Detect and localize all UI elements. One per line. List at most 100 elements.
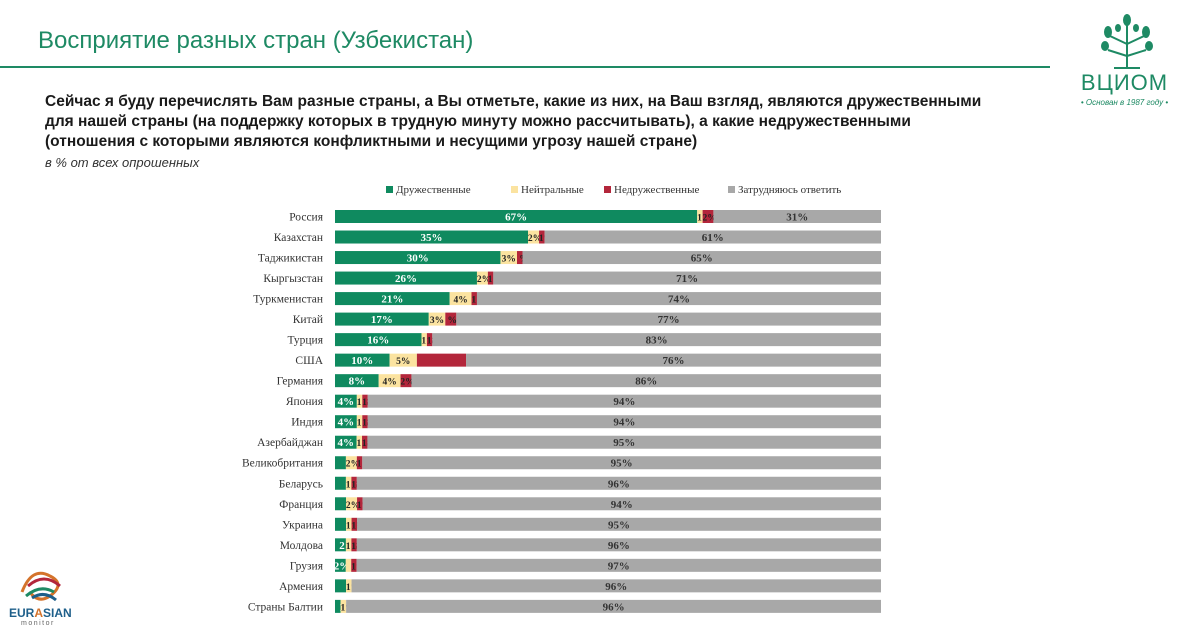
bar-segment-neutral	[356, 415, 363, 429]
bar-segment-friendly	[335, 292, 450, 306]
category-label: Россия	[289, 212, 324, 224]
bar-segment-neutral	[356, 435, 363, 449]
category-label: Турция	[287, 335, 323, 347]
bar-segment-neutral	[421, 333, 427, 347]
category-label: Китай	[293, 314, 323, 326]
category-label: Грузия	[290, 560, 324, 572]
data-label-friendly: 4%	[338, 396, 355, 408]
data-label-unfriendly: 2%	[702, 214, 716, 224]
bar-segment-friendly	[335, 374, 379, 388]
data-label-friendly: 35%	[421, 232, 443, 244]
data-label-unsure: 76%	[663, 355, 685, 367]
legend-label-neutral: Нейтральные	[521, 184, 584, 196]
bar-segment-friendly	[335, 271, 477, 285]
bar-segment-unsure	[346, 599, 882, 613]
bar-segment-unsure	[476, 292, 881, 306]
bar-segment-neutral	[345, 476, 352, 490]
legend-swatch-neutral	[511, 186, 518, 193]
bar-segment-neutral	[346, 497, 358, 511]
bar-segment-unfriendly	[362, 415, 368, 429]
legend-swatch-unfriendly	[604, 186, 611, 193]
bar-segment-unsure	[367, 415, 881, 429]
bar-segment-neutral	[697, 210, 703, 223]
data-label-neutral: 4%	[453, 296, 467, 306]
category-label: Туркменистан	[253, 294, 323, 306]
data-label-unsure: 71%	[676, 273, 698, 285]
data-label-neutral: 4%	[382, 378, 396, 388]
data-label-neutral: 2%	[528, 234, 542, 244]
bar-segment-unfriendly	[702, 210, 714, 223]
bar-segment-neutral	[378, 374, 401, 388]
data-label-friendly: 26%	[395, 273, 417, 285]
data-label-friendly: 8%	[349, 376, 366, 388]
bar-segment-unfriendly	[426, 333, 433, 347]
bar-segment-unsure	[713, 210, 881, 223]
data-label-unsure: 96%	[608, 478, 630, 490]
bar-segment-neutral	[345, 456, 357, 470]
bar-segment-unfriendly	[356, 456, 363, 470]
data-label-neutral: 2%	[477, 275, 491, 285]
data-label-unsure: 96%	[605, 581, 627, 593]
bar-segment-friendly	[335, 456, 346, 470]
bar-segment-friendly	[335, 353, 390, 367]
category-label: Молдова	[280, 540, 323, 552]
bar-segment-neutral	[345, 538, 352, 552]
bar-segment-neutral	[528, 230, 540, 244]
bar-segment-friendly	[335, 415, 357, 429]
bar-segment-neutral	[345, 558, 352, 572]
bar-segment-unfriendly	[351, 538, 357, 552]
eurasian-logo-name: EURASIAN	[9, 606, 72, 620]
data-label-unsure: 96%	[603, 601, 625, 613]
bar-segment-unsure	[367, 394, 881, 408]
category-label: Франция	[279, 499, 323, 511]
data-label-unsure: 86%	[635, 376, 657, 388]
bar-segment-friendly	[335, 312, 429, 326]
category-label: США	[295, 355, 323, 367]
bar-segment-unfriendly	[351, 558, 357, 572]
legend-swatch-unsure	[728, 186, 735, 193]
vciom-tree-logo-icon	[1101, 14, 1153, 69]
bar-segment-neutral	[340, 599, 347, 613]
bar-segment-friendly	[335, 333, 422, 347]
bar-segment-friendly	[335, 210, 698, 223]
data-label-unsure: 77%	[658, 314, 680, 326]
bar-segment-unfriendly	[362, 394, 368, 408]
category-label: Беларусь	[279, 478, 323, 490]
bar-segment-unfriendly	[362, 435, 368, 449]
category-label: Казахстан	[274, 232, 323, 244]
data-label-unsure: 61%	[702, 232, 724, 244]
data-label-neutral: 5%	[396, 357, 410, 367]
data-label-friendly: 10%	[351, 355, 373, 367]
bar-segment-unfriendly	[539, 230, 545, 244]
page-title: Восприятие разных стран (Узбекистан)	[38, 27, 474, 54]
question-line-1: Сейчас я буду перечислять Вам разные стр…	[45, 93, 982, 110]
legend-label-unfriendly: Недружественные	[614, 184, 699, 196]
bar-segment-unsure	[362, 456, 881, 470]
bar-segment-unsure	[351, 579, 882, 593]
category-label: Страны Балтии	[248, 601, 323, 613]
eurasian-logo-sub: monitor	[21, 620, 55, 627]
bar-segment-unfriendly	[351, 476, 357, 490]
legend-label-friendly: Дружественные	[396, 184, 471, 196]
subtitle: в % от всех опрошенных	[45, 155, 200, 170]
data-label-unsure: 95%	[608, 519, 630, 531]
data-label-friendly: 30%	[407, 253, 429, 265]
data-label-unsure: 95%	[611, 458, 633, 470]
bar-segment-friendly	[335, 435, 357, 449]
data-label-friendly: 67%	[505, 212, 527, 224]
data-label-friendly: 2	[339, 540, 345, 552]
stacked-bar-chart: Дружественные Нейтральные Недружественные З…	[242, 184, 882, 613]
legend-swatch-friendly	[386, 186, 393, 193]
data-label-unsure: 97%	[608, 560, 630, 572]
data-label-friendly: 4%	[338, 437, 355, 449]
data-label-unsure: 65%	[691, 253, 713, 265]
bar-segment-unsure	[432, 333, 881, 347]
bar-segment-friendly	[335, 517, 347, 531]
question-text: Сейчас я буду перечислять Вам разные стр…	[45, 92, 1005, 152]
data-label-neutral: 3%	[502, 255, 516, 265]
bar-segment-neutral	[449, 292, 472, 306]
category-label: Кыргызстан	[263, 273, 323, 285]
category-label: Азербайджан	[257, 437, 323, 449]
data-label-unsure: 94%	[611, 499, 633, 511]
eurasian-monitor-logo-icon	[20, 571, 61, 602]
